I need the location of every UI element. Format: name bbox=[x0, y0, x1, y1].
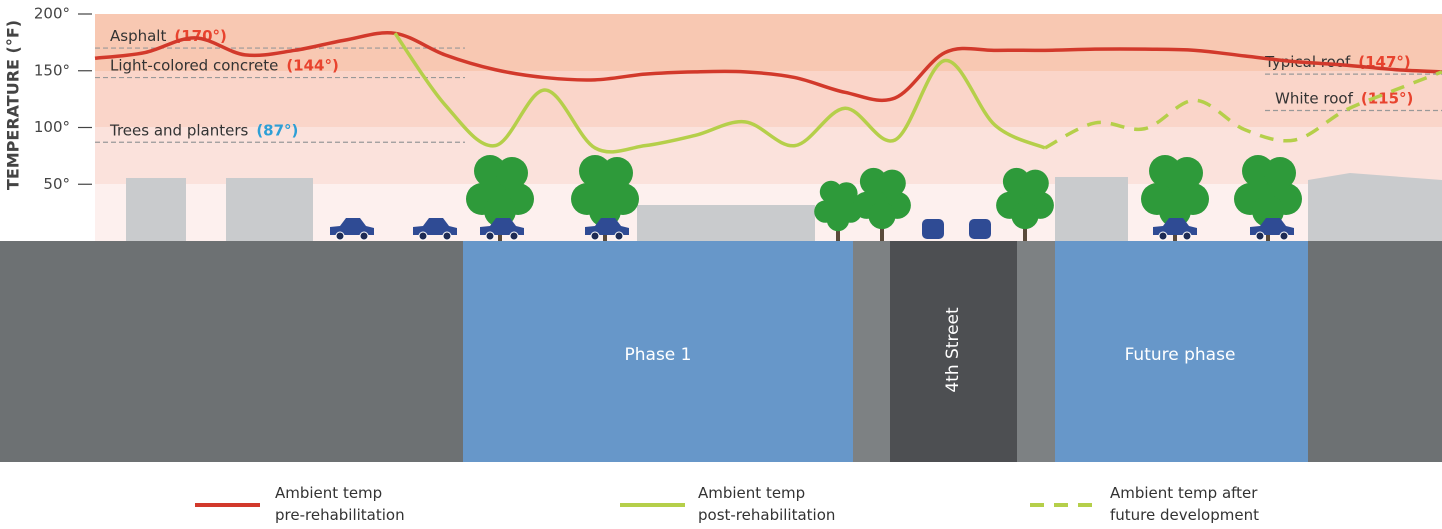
infographic: Phase 1 4th Street Future phase TEMPERAT… bbox=[0, 0, 1442, 529]
annotation: Light-colored concrete (144°) bbox=[110, 56, 339, 74]
tree-leaf bbox=[1022, 170, 1049, 197]
tree-leaf bbox=[879, 170, 906, 197]
car-wheel bbox=[486, 232, 494, 240]
car-wheel bbox=[510, 232, 518, 240]
tree-leaf bbox=[1264, 157, 1296, 189]
annotation-value: (170°) bbox=[174, 27, 227, 45]
y-axis-label: TEMPERATURE (°F) bbox=[4, 20, 23, 190]
car-wheel bbox=[1280, 232, 1288, 240]
legend-label: Ambient temp after future development bbox=[1110, 482, 1259, 526]
y-tick-label: 150° bbox=[34, 61, 70, 79]
zone-label: Phase 1 bbox=[625, 345, 692, 365]
annotation-value: (115°) bbox=[1361, 89, 1414, 107]
sidewalk bbox=[1017, 241, 1055, 462]
tree-leaf bbox=[827, 209, 849, 231]
y-tick-label: 50° bbox=[43, 175, 70, 193]
annotation-value: (87°) bbox=[256, 121, 298, 139]
band bbox=[95, 71, 1442, 127]
car-wheel bbox=[615, 232, 623, 240]
annotation-text: White roof bbox=[1275, 89, 1354, 107]
car-wheel bbox=[336, 232, 344, 240]
car bbox=[922, 219, 944, 239]
building bbox=[126, 178, 186, 241]
building bbox=[1308, 173, 1442, 241]
annotation-text: Light-colored concrete bbox=[110, 56, 278, 74]
building bbox=[637, 205, 815, 241]
tree-leaf bbox=[868, 202, 895, 229]
chart: Phase 1 4th Street Future phase TEMPERAT… bbox=[0, 0, 1442, 529]
zone-label: Future phase bbox=[1125, 345, 1236, 365]
building bbox=[226, 178, 313, 241]
car bbox=[969, 219, 991, 239]
y-tick-label: 200° bbox=[34, 5, 70, 23]
tree-leaf bbox=[601, 157, 633, 189]
sidewalk bbox=[853, 241, 890, 462]
car-wheel bbox=[1256, 232, 1264, 240]
car-wheel bbox=[591, 232, 599, 240]
car-wheel bbox=[1183, 232, 1191, 240]
annotation-text: Asphalt bbox=[110, 27, 166, 45]
annotation-text: Trees and planters bbox=[109, 121, 248, 139]
car-wheel bbox=[1159, 232, 1167, 240]
car-wheel bbox=[419, 232, 427, 240]
y-tick-label: 100° bbox=[34, 118, 70, 136]
legend-label: Ambient temp pre-rehabilitation bbox=[275, 482, 405, 526]
annotation: Trees and planters (87°) bbox=[109, 121, 298, 139]
car-wheel bbox=[360, 232, 368, 240]
building bbox=[1055, 177, 1128, 241]
tree-leaf bbox=[496, 157, 528, 189]
tree-leaf bbox=[1171, 157, 1203, 189]
zone-label: 4th Street bbox=[943, 307, 963, 393]
car-wheel bbox=[443, 232, 451, 240]
annotation-value: (144°) bbox=[286, 56, 339, 74]
tree-leaf bbox=[1011, 202, 1038, 229]
legend-label: Ambient temp post-rehabilitation bbox=[698, 482, 835, 526]
ground: Phase 1 4th Street Future phase bbox=[0, 241, 1442, 462]
